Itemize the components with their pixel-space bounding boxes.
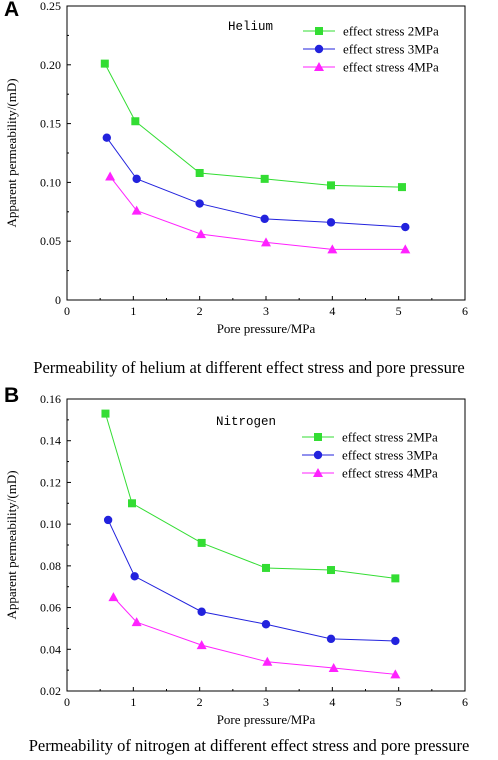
x-tick-label: 2 [197,304,203,318]
data-point-triangle [327,244,338,254]
data-point-circle [326,634,336,644]
data-point-square [327,181,336,190]
x-tick-label: 5 [396,695,402,709]
x-tick-label: 6 [462,304,468,318]
x-tick-label: 5 [396,304,402,318]
series-line-square [104,63,402,188]
x-tick-label: 3 [263,304,269,318]
x-tick-label: 4 [329,304,335,318]
data-point-circle [391,636,400,646]
y-tick-label: 0.20 [40,58,61,72]
legend-marker-triangle [314,62,324,71]
data-point-triangle [196,640,207,650]
data-point-square [101,409,110,418]
data-point-circle [401,222,410,232]
y-tick-label: 0.10 [40,517,61,531]
data-point-square [327,566,336,575]
data-point-square [260,174,269,183]
x-tick-label: 3 [263,695,269,709]
legend-label: effect stress 4MPa [343,60,439,75]
data-point-triangle [105,171,116,181]
data-point-triangle [400,244,411,254]
y-tick-label: 0.12 [40,475,61,489]
panel-letter-b: B [4,384,20,407]
legend-marker-triangle [313,468,323,477]
x-tick-label: 4 [329,695,335,709]
y-tick-label: 0.25 [40,0,61,13]
caption-helium: Permeability of helium at different effe… [33,358,465,377]
y-tick-label: 0.05 [40,234,61,248]
data-point-triangle [131,617,142,627]
x-axis-title: Pore pressure/MPa [217,321,316,336]
data-point-square [197,538,206,547]
data-point-circle [103,515,113,525]
series-line-triangle [113,596,396,675]
data-point-circle [195,199,204,208]
y-axis-title: Apparent permeability/(mD) [4,78,19,227]
y-tick-label: 0.08 [40,559,61,573]
y-tick-label: 0.02 [40,684,61,698]
legend-label: effect stress 3MPa [343,42,439,57]
data-point-triangle [262,656,273,666]
x-tick-label: 1 [130,695,136,709]
data-point-circle [102,133,112,142]
data-point-triangle [328,663,339,673]
data-point-circle [326,218,336,227]
data-point-square [262,563,270,572]
legend-marker-circle [314,44,324,54]
y-tick-label: 0.16 [40,392,61,406]
data-point-square [100,59,109,68]
y-tick-label: 0 [55,293,61,307]
legend-marker-circle [313,450,323,460]
y-axis-title: Apparent permeability/(mD) [4,470,19,619]
legend-label: effect stress 2MPa [343,24,439,39]
series-line-circle [106,137,406,228]
x-axis-title: Pore pressure/MPa [217,712,316,727]
data-point-square [391,574,400,583]
x-tick-label: 2 [197,695,203,709]
x-tick-label: 0 [64,304,70,318]
data-point-triangle [195,229,206,239]
data-point-circle [132,174,141,184]
series-line-triangle [109,176,406,250]
legend-marker-square [315,27,323,35]
panel-letter-a: A [4,0,20,21]
legend-label: effect stress 3MPa [342,448,438,463]
data-point-circle [260,214,269,224]
legend-label: effect stress 4MPa [342,466,438,481]
x-tick-label: 0 [64,695,70,709]
x-tick-label: 1 [130,304,136,318]
data-point-triangle [108,592,119,602]
y-tick-label: 0.10 [40,175,61,189]
y-tick-label: 0.06 [40,601,61,615]
gas-annotation: Nitrogen [216,415,276,429]
series-line-square [104,413,396,579]
legend-marker-square [314,433,322,441]
data-point-circle [197,607,206,616]
data-point-triangle [390,669,401,679]
gas-annotation: Helium [228,20,273,34]
data-point-square [128,499,137,508]
chart-helium: 0 1 2 3 4 5 6 0 0.05 0.10 0.15 0.20 0.25 Pore pressur… [4,0,468,336]
data-point-circle [130,572,139,581]
y-tick-label: 0.15 [40,117,61,131]
data-point-circle [261,620,271,629]
caption-nitrogen: Permeability of nitrogen at different ef… [28,736,470,755]
data-point-square [131,117,140,126]
data-point-triangle [261,237,271,247]
y-tick-label: 0.14 [40,434,61,448]
legend-label: effect stress 2MPa [342,430,438,445]
y-tick-label: 0.04 [40,642,61,656]
series-line-circle [107,519,396,642]
chart-nitrogen: 0 1 2 3 4 5 6 0.02 0.04 0.06 0.08 0.10 0.12 0.14 0.16 P… [4,392,468,727]
x-tick-label: 6 [462,695,468,709]
data-point-square [195,168,204,177]
data-point-square [397,183,406,192]
data-point-triangle [131,205,142,215]
